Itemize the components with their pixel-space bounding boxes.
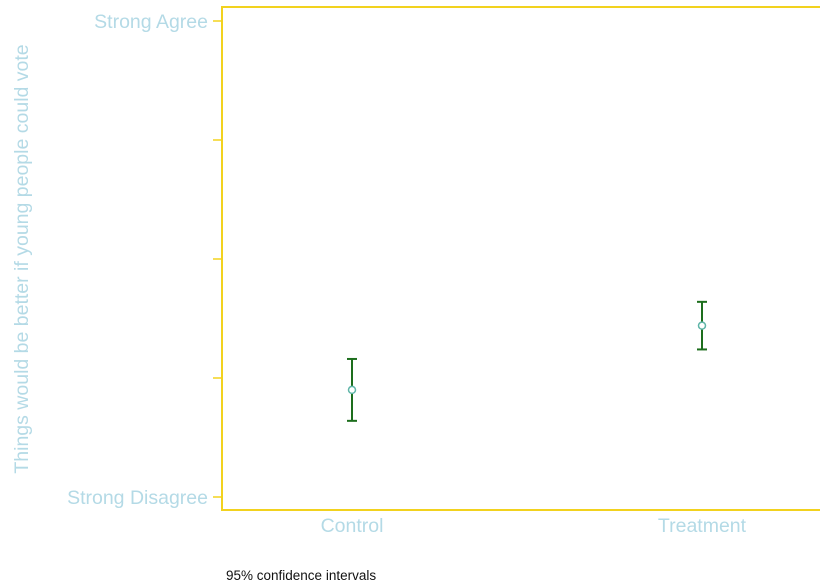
y-ticks: Strong Disagree Strong Agree: [67, 11, 222, 509]
data-marks: [347, 300, 707, 422]
x-tick-labels: Control Treatment: [321, 515, 747, 537]
y-tick-label-0: Strong Disagree: [67, 487, 208, 509]
point-treatment: [697, 300, 707, 351]
mean-marker: [347, 385, 357, 395]
y-axis-label: Things would be better if young people c…: [11, 44, 33, 473]
plot-frame: [221, 6, 820, 511]
confidence-note: 95% confidence intervals: [226, 568, 377, 583]
x-tick-label-treatment: Treatment: [658, 515, 747, 537]
point-control: [347, 357, 357, 422]
x-tick-label-control: Control: [321, 515, 384, 537]
axes: [221, 6, 820, 511]
mean-marker: [697, 321, 707, 330]
y-tick-label-1: Strong Agree: [94, 11, 208, 33]
